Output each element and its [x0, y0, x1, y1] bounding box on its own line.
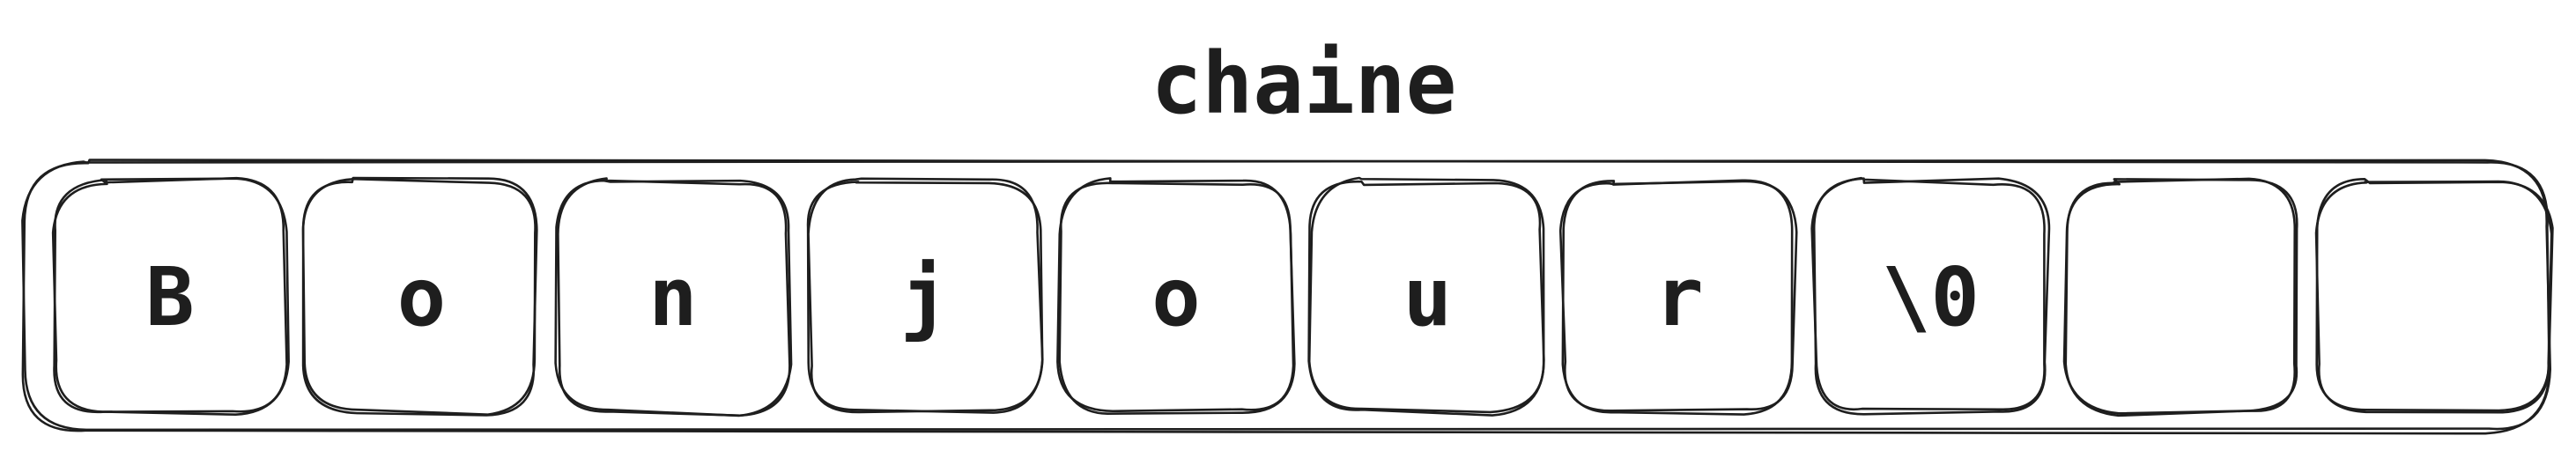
variable-name-label: chaine	[1151, 34, 1457, 133]
cell-box	[1307, 176, 1545, 417]
array-outline	[21, 159, 2552, 435]
cell-box	[554, 177, 793, 417]
cell-box	[51, 176, 290, 417]
array-cell: \0	[1810, 176, 2051, 416]
cell-char: j	[900, 250, 949, 344]
cell-char: B	[145, 250, 194, 344]
cell-box	[1056, 177, 1296, 415]
cell-char: \0	[1882, 250, 1980, 344]
array-cell: B	[51, 176, 290, 417]
cell-char: o	[1151, 250, 1200, 344]
cell-box	[301, 176, 538, 417]
array-cell	[2314, 177, 2554, 414]
array-cell: n	[554, 177, 793, 417]
cell-char: u	[1403, 250, 1452, 344]
array-cell: o	[301, 176, 538, 417]
array-cell: j	[806, 177, 1044, 414]
cell-box	[1810, 176, 2051, 416]
array-cell	[2062, 177, 2298, 417]
array-cell: u	[1307, 176, 1545, 417]
cell-box	[806, 177, 1044, 414]
array-cell: r	[1558, 179, 1798, 416]
cell-box	[1558, 179, 1798, 416]
cell-box	[2314, 177, 2554, 414]
cell-char: n	[648, 250, 697, 344]
cell-char: o	[397, 250, 446, 344]
cell-char: r	[1654, 250, 1703, 344]
outer-box	[21, 159, 2552, 435]
cell-box	[2062, 177, 2298, 417]
array-cell: o	[1056, 177, 1296, 415]
